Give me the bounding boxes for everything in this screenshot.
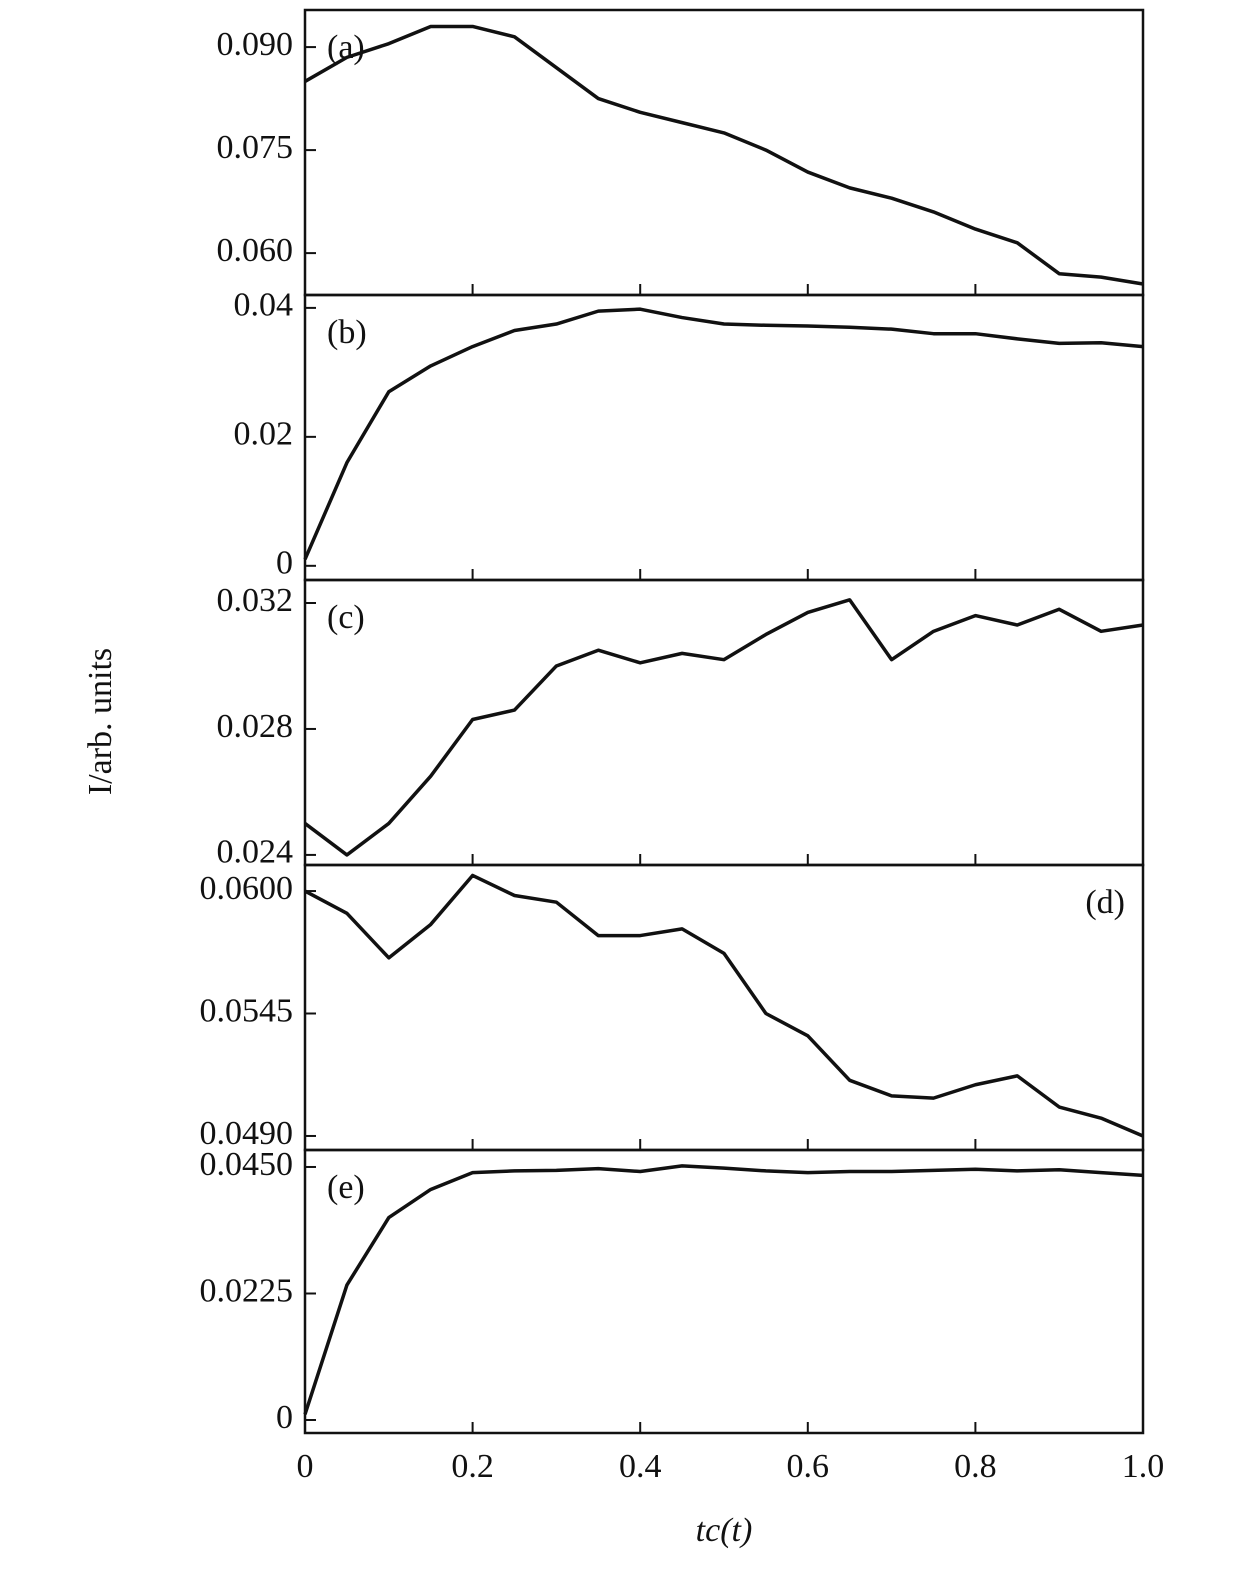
panel-frame (303, 8, 1145, 297)
panel-label: (b) (327, 314, 367, 351)
y-tick-label: 0.0450 (200, 1146, 294, 1183)
y-axis-label: I/arb. units (82, 648, 119, 795)
x-axis-label: tc(t) (696, 1512, 753, 1549)
x-tick-label: 0.4 (619, 1448, 662, 1485)
y-tick-label: 0.075 (217, 129, 294, 166)
y-tick-label: 0.090 (217, 26, 294, 63)
y-tick-label: 0.0545 (200, 992, 294, 1029)
data-line (303, 598, 1144, 857)
y-tick-label: 0.0490 (200, 1115, 294, 1152)
y-tick-label: 0.04 (234, 287, 294, 324)
y-tick-label: 0.024 (217, 834, 294, 871)
y-tick-label: 0.028 (217, 708, 294, 745)
y-tick-label: 0.032 (217, 582, 294, 619)
y-tick-label: 0.060 (217, 232, 294, 269)
x-tick-label: 0 (297, 1448, 314, 1485)
x-tick-label: 0.8 (954, 1448, 997, 1485)
data-line (303, 307, 1144, 561)
data-line (304, 873, 1144, 1138)
panel-frame (303, 578, 1145, 867)
y-tick-label: 0 (276, 1399, 293, 1436)
data-line (303, 1164, 1144, 1415)
y-tick-label: 0.02 (234, 416, 294, 453)
x-tick-label: 1.0 (1122, 1448, 1165, 1485)
x-tick-label: 0.2 (451, 1448, 494, 1485)
y-tick-label: 0.0225 (200, 1272, 294, 1309)
panel-frame (303, 1148, 1145, 1435)
panel-label: (d) (1085, 884, 1125, 921)
panel-frame (303, 863, 1145, 1152)
panel-label: (a) (327, 29, 365, 66)
x-tick-label: 0.6 (787, 1448, 830, 1485)
panel-label: (e) (327, 1169, 365, 1206)
y-tick-label: 0.0600 (200, 870, 294, 907)
data-line (304, 24, 1144, 286)
panel-label: (c) (327, 599, 365, 636)
y-tick-label: 0 (276, 545, 293, 582)
